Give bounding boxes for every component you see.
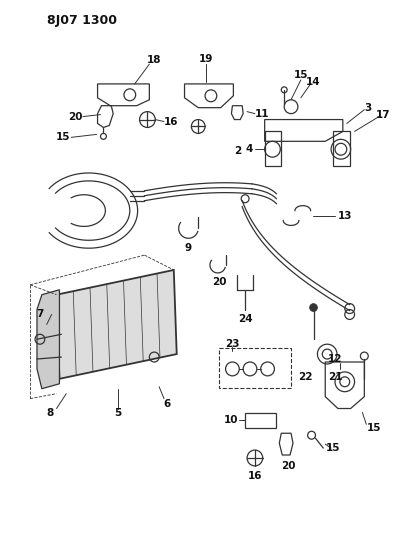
Circle shape [310,304,318,311]
Text: 15: 15 [367,423,381,433]
Polygon shape [37,290,59,389]
Text: 7: 7 [36,310,44,319]
Text: 20: 20 [68,111,82,122]
Text: 17: 17 [375,110,390,119]
Text: 16: 16 [248,471,262,481]
Text: 21: 21 [328,372,342,382]
Text: 8: 8 [46,408,53,418]
Text: 19: 19 [199,54,213,64]
Text: 14: 14 [306,77,321,87]
Text: 16: 16 [164,117,178,126]
Text: 2: 2 [234,146,241,156]
Text: 11: 11 [255,109,269,119]
Text: 6: 6 [164,399,171,409]
Text: 23: 23 [225,339,240,349]
Text: 8J07 1300: 8J07 1300 [47,14,117,27]
Text: 20: 20 [281,461,296,471]
Text: 9: 9 [185,243,192,253]
Text: 15: 15 [294,70,308,80]
Text: 18: 18 [147,55,162,65]
Text: 12: 12 [328,354,342,364]
Polygon shape [56,270,177,379]
Text: 20: 20 [212,277,227,287]
Text: 15: 15 [56,132,71,142]
Text: 13: 13 [338,211,352,221]
Text: 5: 5 [115,408,122,418]
Text: 10: 10 [224,415,239,425]
Text: 24: 24 [238,314,253,325]
Text: 15: 15 [326,443,340,453]
Text: 4: 4 [245,144,253,154]
Text: 22: 22 [298,372,313,382]
Text: 3: 3 [364,103,372,112]
